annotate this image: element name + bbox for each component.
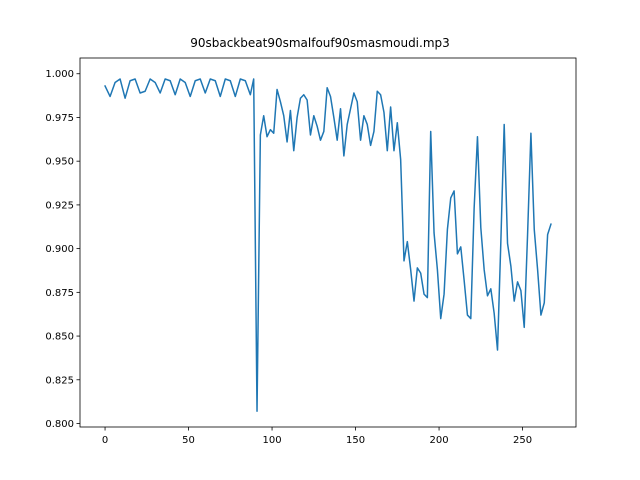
x-tick-label: 200 [430, 435, 449, 446]
y-tick-label: 0.950 [45, 157, 74, 168]
chart-title: 90sbackbeat90smalfouf90smasmoudi.mp3 [190, 36, 450, 50]
series-line [104, 78, 552, 413]
y-tick-label: 0.800 [45, 419, 74, 430]
y-tick-label: 0.925 [45, 200, 74, 211]
y-tick-label: 0.975 [45, 113, 74, 124]
y-tick-label: 0.900 [45, 244, 74, 255]
x-tick-label: 50 [182, 435, 195, 446]
x-tick-label: 100 [263, 435, 282, 446]
y-tick-label: 0.825 [45, 375, 74, 386]
y-tick-label: 0.850 [45, 332, 74, 343]
x-tick-label: 250 [513, 435, 532, 446]
y-tick-label: 0.875 [45, 288, 74, 299]
y-axis: 0.800 0.825 0.850 0.875 0.900 0.925 0.950 0.975… [45, 69, 80, 430]
y-tick-label: 1.000 [45, 69, 74, 80]
x-tick-label: 0 [102, 435, 108, 446]
x-tick-label: 150 [346, 435, 365, 446]
x-axis: 0 50 100 150 200 250 [102, 427, 532, 446]
plot-area-frame [79, 57, 577, 428]
